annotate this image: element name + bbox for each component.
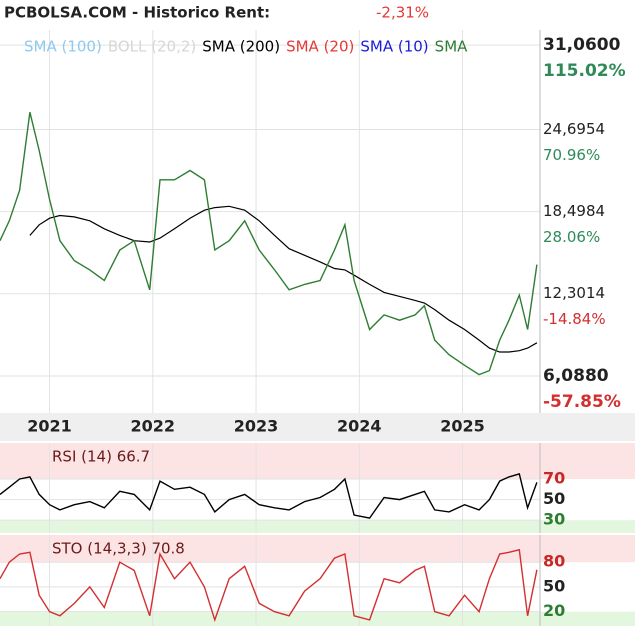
sma-line [29, 205, 538, 353]
charts: 2021 2022 2023 2024 2025 31,0600 115.02% 24,695… [0, 30, 635, 626]
change-label: 28.06% [543, 228, 600, 246]
price-line [0, 112, 538, 376]
overbought-zone [0, 535, 635, 563]
oversold-zone [0, 611, 635, 626]
y-tick-label: 50 [543, 489, 565, 508]
x-tick-label: 2024 [337, 417, 382, 436]
legend-entry: SMA (200) [202, 38, 280, 56]
y-tick-label: 20 [543, 601, 565, 620]
legend-entry: BOLL (20,2) [108, 38, 196, 56]
price-line [0, 548, 538, 623]
header-change: -2,31% [376, 4, 429, 22]
change-label: -14.84% [543, 310, 606, 328]
x-tick-label: 2025 [440, 417, 485, 436]
header-title: PCBOLSA.COM - Historico Rent: [4, 4, 270, 22]
y-tick-label: 30 [543, 510, 565, 529]
y-tick-label: 18,4984 [543, 202, 605, 220]
panel-title: RSI (14) 66.7 [52, 448, 150, 466]
panel-title: STO (14,3,3) 70.8 [52, 540, 185, 558]
y-tick-label: 6,0880 [543, 366, 609, 386]
oversold-zone [0, 520, 635, 533]
price-line [0, 473, 538, 519]
change-label: 70.96% [543, 146, 600, 164]
change-label: 115.02% [543, 61, 626, 81]
x-tick-label: 2022 [131, 417, 176, 436]
y-tick-label: 31,0600 [543, 35, 621, 55]
change-label: -57.85% [543, 392, 621, 412]
y-tick-label: 12,3014 [543, 284, 605, 302]
y-tick-label: 50 [543, 576, 565, 595]
legend-entry: SMA [435, 38, 468, 56]
legend-entry: SMA (100) [24, 38, 102, 56]
date-band [0, 413, 635, 441]
y-tick-label: 80 [543, 552, 565, 571]
y-tick-label: 24,6954 [543, 120, 605, 138]
legend-entry: SMA (20) [286, 38, 354, 56]
legend-entry: SMA (10) [360, 38, 428, 56]
x-tick-label: 2021 [27, 417, 72, 436]
x-tick-label: 2023 [234, 417, 279, 436]
overbought-zone [0, 443, 635, 479]
y-tick-label: 70 [543, 469, 565, 488]
